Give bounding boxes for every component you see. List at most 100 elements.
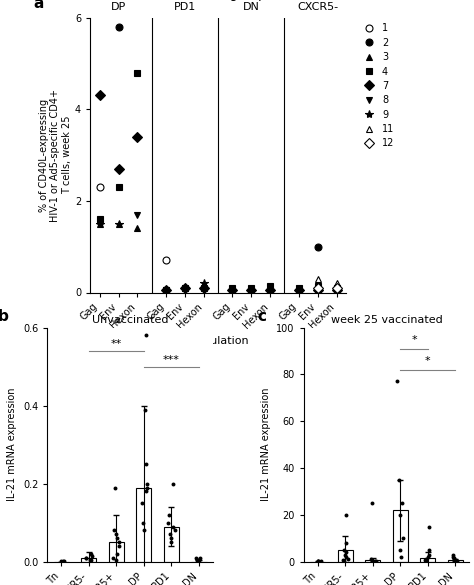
Point: [142, 487, 150, 496]
Text: *: *: [411, 335, 417, 345]
Point: [116, 541, 123, 550]
Point: [115, 538, 122, 547]
Text: PD1: PD1: [174, 2, 196, 12]
Point: [371, 557, 379, 566]
Point: [449, 550, 456, 559]
Point: [87, 555, 94, 565]
Point: [449, 552, 456, 562]
Title: DNA-Ad5 group: DNA-Ad5 group: [170, 0, 266, 1]
Point: [88, 551, 96, 560]
Point: [114, 534, 121, 543]
Point: [139, 518, 146, 527]
Text: CXCR5-: CXCR5-: [297, 2, 338, 12]
Text: *: *: [425, 356, 431, 366]
Point: [166, 529, 174, 539]
Bar: [420, 558, 436, 562]
Point: [192, 553, 200, 562]
Bar: [337, 550, 353, 562]
Point: [87, 549, 95, 559]
Point: [452, 556, 460, 565]
Point: [314, 557, 321, 566]
X-axis label: stimulation: stimulation: [187, 336, 249, 346]
Point: [167, 538, 175, 547]
Point: [314, 556, 322, 566]
Point: [425, 522, 432, 531]
Title: week 25 vaccinated: week 25 vaccinated: [331, 315, 442, 325]
Point: [167, 534, 174, 543]
Point: [110, 526, 118, 535]
Text: ***: ***: [163, 355, 180, 364]
Point: [169, 522, 177, 531]
Point: [454, 556, 461, 566]
Point: [451, 556, 458, 566]
Point: [141, 405, 149, 414]
Point: [57, 556, 64, 566]
Bar: [393, 510, 408, 562]
Point: [60, 556, 68, 566]
Point: [195, 555, 203, 565]
Legend: 1, 2, 3, 4, 7, 8, 9, 11, 12: 1, 2, 3, 4, 7, 8, 9, 11, 12: [358, 22, 395, 149]
Point: [396, 545, 404, 555]
Text: **: **: [111, 339, 122, 349]
Text: DN: DN: [243, 2, 260, 12]
Point: [140, 526, 147, 535]
Y-axis label: IL-21 mRNA expression: IL-21 mRNA expression: [261, 388, 271, 501]
Text: c: c: [257, 309, 266, 324]
Bar: [81, 558, 96, 562]
Point: [397, 552, 405, 562]
Point: [345, 555, 352, 564]
Text: b: b: [0, 309, 9, 324]
Point: [399, 534, 407, 543]
Point: [422, 555, 429, 564]
Point: [197, 553, 204, 562]
Bar: [448, 560, 463, 562]
Y-axis label: IL-21 mRNA expression: IL-21 mRNA expression: [8, 388, 18, 501]
Point: [195, 555, 202, 565]
Point: [339, 556, 347, 565]
Point: [368, 556, 376, 566]
Point: [164, 518, 172, 527]
Point: [171, 526, 179, 535]
Point: [138, 498, 146, 508]
Point: [314, 557, 321, 566]
Point: [82, 553, 90, 562]
Point: [372, 556, 380, 566]
Point: [340, 545, 347, 555]
Point: [342, 548, 349, 557]
Point: [421, 556, 428, 565]
Bar: [164, 526, 179, 562]
Point: [143, 479, 151, 488]
Point: [341, 550, 349, 559]
Point: [395, 475, 403, 484]
Point: [59, 556, 67, 566]
Point: [393, 377, 401, 386]
Point: [165, 510, 173, 519]
Point: [450, 553, 458, 563]
Bar: [137, 487, 152, 562]
Point: [112, 529, 120, 539]
Point: [111, 483, 119, 492]
Point: [142, 459, 149, 469]
Point: [424, 552, 432, 562]
Point: [340, 556, 347, 566]
Text: DP: DP: [111, 2, 126, 12]
Y-axis label: % of CD40L-expressing
HIV-1 or Ad5-specific CD4+
T cells, week 25: % of CD40L-expressing HIV-1 or Ad5-speci…: [39, 88, 72, 222]
Point: [82, 553, 90, 562]
Bar: [365, 560, 380, 562]
Point: [317, 557, 325, 566]
Point: [425, 545, 432, 555]
Point: [396, 510, 404, 519]
Point: [169, 479, 177, 488]
Point: [109, 553, 117, 562]
Point: [112, 555, 120, 565]
Point: [342, 552, 350, 562]
Title: Unvaccinated: Unvaccinated: [92, 315, 168, 325]
Point: [425, 550, 433, 559]
Point: [143, 331, 150, 340]
Point: [113, 549, 120, 559]
Point: [144, 483, 151, 492]
Point: [367, 555, 375, 564]
Point: [422, 556, 430, 566]
Point: [342, 510, 350, 519]
Point: [368, 498, 376, 508]
